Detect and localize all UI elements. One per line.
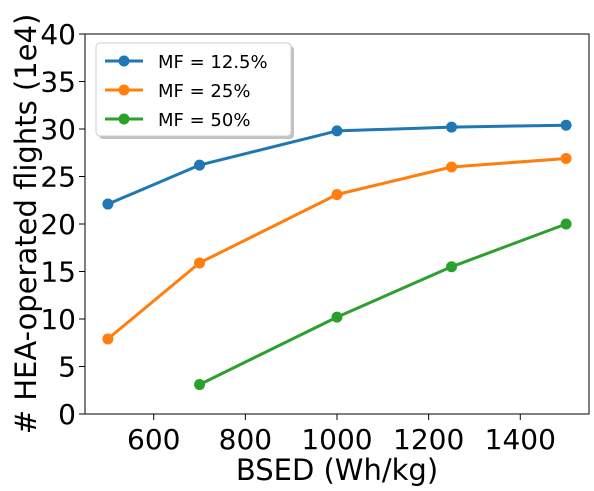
data-point [446, 261, 458, 273]
legend-entry-label: MF = 12.5% [158, 52, 268, 73]
legend-box [95, 42, 292, 137]
y-axis-label: # HEA-operated flights (1e4) [9, 14, 43, 435]
legend-entry-label: MF = 25% [158, 81, 250, 102]
data-point [194, 257, 206, 269]
y-tick-label: 35 [40, 66, 76, 99]
y-tick-label: 20 [40, 208, 76, 241]
data-point [560, 218, 572, 230]
x-tick-label: 800 [219, 423, 272, 456]
y-tick-label: 25 [40, 161, 76, 194]
legend-swatch-marker [118, 84, 130, 96]
series-line [198, 222, 567, 386]
y-tick-label: 5 [58, 351, 76, 384]
data-point [560, 152, 572, 164]
legend-swatch-marker [118, 55, 130, 67]
legend-swatch-marker [118, 113, 130, 125]
data-point [194, 159, 206, 171]
data-point [446, 121, 458, 133]
y-tick-label: 40 [40, 18, 76, 51]
x-tick-label: 1200 [393, 423, 464, 456]
x-axis-label: BSED (Wh/kg) [236, 453, 438, 487]
data-point [446, 161, 458, 173]
data-point [560, 119, 572, 131]
x-tick-label: 1400 [485, 423, 556, 456]
data-point [102, 198, 114, 210]
y-axis: 0 5 10 15 20 25 30 35 40 [40, 18, 85, 431]
x-axis: 600 800 1000 1200 1400 [127, 414, 556, 456]
legend: MF = 12.5% MF = 25% MF = 50% [95, 42, 294, 139]
data-point [331, 311, 343, 323]
series-group [102, 119, 572, 391]
y-tick-label: 15 [40, 256, 76, 289]
data-point [331, 189, 343, 201]
y-tick-label: 10 [40, 303, 76, 336]
data-point [194, 379, 206, 391]
legend-entry-label: MF = 50% [158, 110, 250, 131]
data-point [102, 333, 114, 345]
y-tick-label: 30 [40, 113, 76, 146]
y-tick-label: 0 [58, 398, 76, 431]
x-tick-label: 1000 [301, 423, 372, 456]
x-tick-label: 600 [127, 423, 180, 456]
data-point [331, 125, 343, 137]
